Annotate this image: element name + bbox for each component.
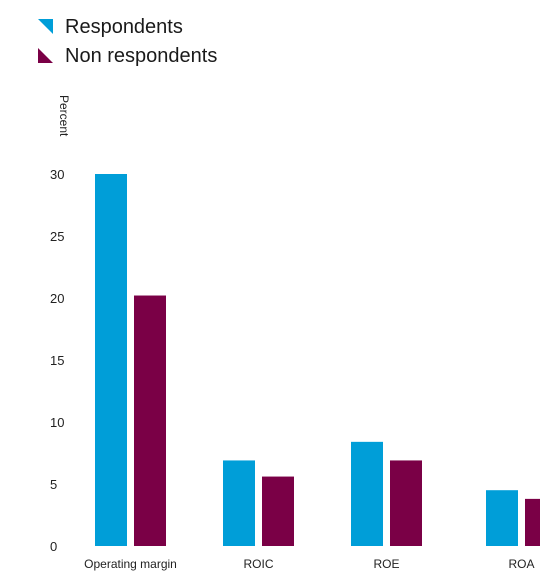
bar-respondents-0 xyxy=(95,174,127,546)
y-tick-label: 5 xyxy=(50,477,57,492)
y-tick-label: 10 xyxy=(50,415,64,430)
y-tick-label: 30 xyxy=(50,167,64,182)
y-tick-label: 20 xyxy=(50,291,64,306)
triangle-icon xyxy=(38,19,53,34)
x-axis-labels: Operating margin ROIC ROE ROA xyxy=(84,557,534,571)
x-tick-label: ROA xyxy=(508,557,534,571)
legend-label-respondents: Respondents xyxy=(65,15,183,38)
bars xyxy=(95,174,540,546)
x-tick-label: ROE xyxy=(373,557,399,571)
y-axis-ticks: 0 5 10 15 20 25 30 xyxy=(50,167,64,554)
bar-non-respondents-3 xyxy=(525,498,540,546)
legend-swatch-non-respondents xyxy=(38,48,53,63)
legend-label-non-respondents: Non respondents xyxy=(65,44,218,67)
y-axis-label: Percent xyxy=(57,95,71,137)
x-tick-label: Operating margin xyxy=(84,557,177,571)
x-tick-label: ROIC xyxy=(244,557,274,571)
y-tick-label: 25 xyxy=(50,229,64,244)
legend-item-non-respondents: Non respondents xyxy=(38,41,217,70)
triangle-icon xyxy=(38,48,53,63)
y-tick-label: 0 xyxy=(50,539,57,554)
bar-non-respondents-1 xyxy=(262,476,294,546)
legend: Respondents Non respondents xyxy=(38,12,217,70)
bar-respondents-3 xyxy=(486,490,518,546)
bar-respondents-2 xyxy=(351,441,383,546)
legend-item-respondents: Respondents xyxy=(38,12,217,41)
bar-non-respondents-2 xyxy=(390,460,422,546)
bar-respondents-1 xyxy=(223,460,255,546)
legend-swatch-respondents xyxy=(38,19,53,34)
bar-non-respondents-0 xyxy=(134,295,166,546)
y-tick-label: 15 xyxy=(50,353,64,368)
